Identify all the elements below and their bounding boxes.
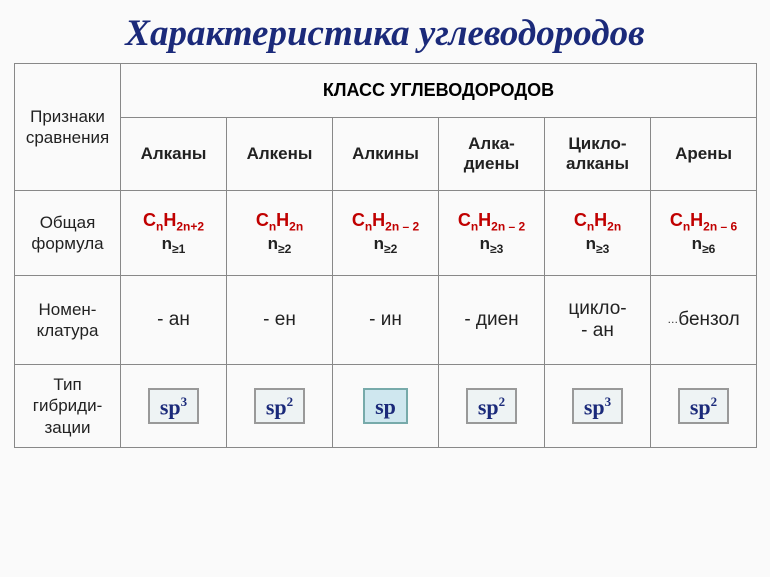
row-header-formula: Общаяформула — [15, 191, 121, 276]
hyb-alkynes: sp — [333, 365, 439, 448]
col-alkynes: Алкины — [333, 118, 439, 191]
hyb-alkadienes: sp2 — [439, 365, 545, 448]
formula-alkadienes: CnH2n – 2 n≥3 — [439, 191, 545, 276]
row-header-nomenclature: Номен-клатура — [15, 276, 121, 365]
col-alkanes: Алканы — [121, 118, 227, 191]
row-header-criteria: Признаки сравнения — [15, 64, 121, 191]
row-header-hybridization: Тип гибриди- зации — [15, 365, 121, 448]
suffix-cycloalkanes: цикло-- ан — [545, 276, 651, 365]
suffix-alkadienes: - диен — [439, 276, 545, 365]
formula-alkenes: CnH2n n≥2 — [227, 191, 333, 276]
suffix-alkanes: - ан — [121, 276, 227, 365]
suffix-alkenes: - ен — [227, 276, 333, 365]
formula-cycloalkanes: CnH2n n≥3 — [545, 191, 651, 276]
class-header: КЛАСС УГЛЕВОДОРОДОВ — [121, 64, 757, 118]
hyb-arenes: sp2 — [651, 365, 757, 448]
col-cycloalkanes: Цикло-алканы — [545, 118, 651, 191]
suffix-arenes: …бензол — [651, 276, 757, 365]
formula-arenes: CnH2n – 6 n≥6 — [651, 191, 757, 276]
hydrocarbons-table: Признаки сравнения КЛАСС УГЛЕВОДОРОДОВ А… — [14, 63, 757, 448]
col-alkenes: Алкены — [227, 118, 333, 191]
col-arenes: Арены — [651, 118, 757, 191]
hyb-alkenes: sp2 — [227, 365, 333, 448]
hyb-cycloalkanes: sp3 — [545, 365, 651, 448]
hyb-alkanes: sp3 — [121, 365, 227, 448]
page-title: Характеристика углеводородов — [14, 12, 756, 55]
suffix-alkynes: - ин — [333, 276, 439, 365]
formula-alkynes: CnH2n – 2 n≥2 — [333, 191, 439, 276]
formula-alkanes: CnH2n+2 n≥1 — [121, 191, 227, 276]
col-alkadienes: Алка-диены — [439, 118, 545, 191]
